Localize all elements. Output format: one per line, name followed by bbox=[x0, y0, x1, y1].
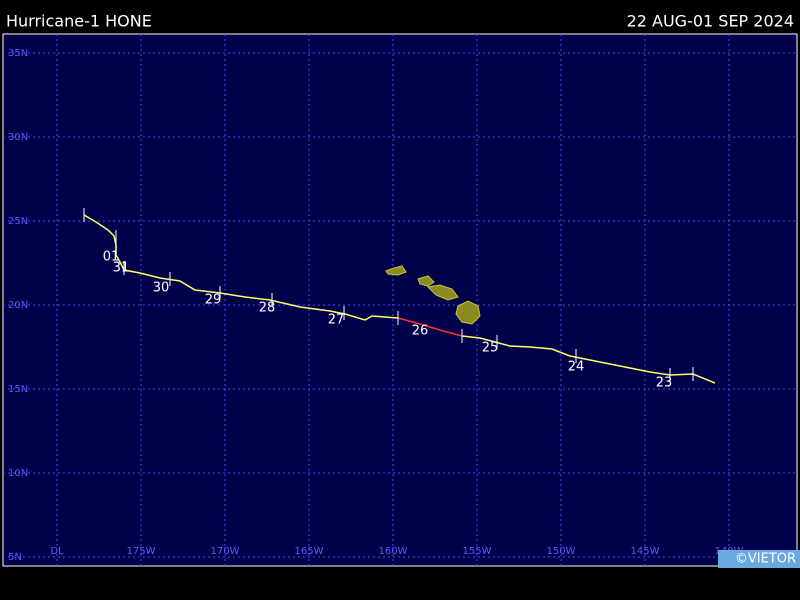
island bbox=[417, 275, 435, 287]
lat-label: 30N bbox=[8, 132, 28, 143]
ocean bbox=[2, 33, 798, 567]
day-label: 24 bbox=[568, 360, 585, 375]
day-label: 26 bbox=[412, 324, 429, 339]
lon-label: DL bbox=[50, 546, 64, 557]
day-label: 01 bbox=[103, 250, 120, 265]
credit-box bbox=[718, 550, 800, 568]
lon-label: 150W bbox=[547, 546, 576, 557]
lat-label: 5N bbox=[8, 552, 22, 563]
lat-label: 25N bbox=[8, 216, 28, 227]
storm-title: Hurricane-1 HONE bbox=[6, 12, 152, 31]
lon-label: 165W bbox=[295, 546, 324, 557]
day-label: 23 bbox=[656, 376, 673, 391]
storm-track-hurricane bbox=[397, 317, 463, 337]
island bbox=[385, 265, 407, 276]
day-label: 27 bbox=[328, 313, 345, 328]
day-label: 28 bbox=[259, 301, 276, 316]
date-range: 22 AUG-01 SEP 2024 bbox=[627, 12, 794, 31]
lat-label: 20N bbox=[8, 300, 28, 311]
track-ticks bbox=[83, 208, 694, 382]
day-label: 29 bbox=[205, 293, 222, 308]
day-label: 30 bbox=[153, 281, 170, 296]
day-label: 31 bbox=[113, 261, 130, 276]
lat-label: 15N bbox=[8, 384, 28, 395]
island bbox=[455, 300, 481, 325]
island bbox=[426, 284, 459, 301]
credit: ©VIETOR bbox=[735, 552, 796, 567]
lon-label: 160W bbox=[379, 546, 408, 557]
day-label: 25 bbox=[482, 341, 499, 356]
lat-label: 35N bbox=[8, 48, 28, 59]
islands bbox=[385, 265, 481, 325]
storm-track bbox=[83, 214, 399, 321]
lon-label: 155W bbox=[463, 546, 492, 557]
lon-label: 170W bbox=[211, 546, 240, 557]
lon-label: 145W bbox=[631, 546, 660, 557]
lon-label: 175W bbox=[127, 546, 156, 557]
lat-label: 10N bbox=[8, 468, 28, 479]
